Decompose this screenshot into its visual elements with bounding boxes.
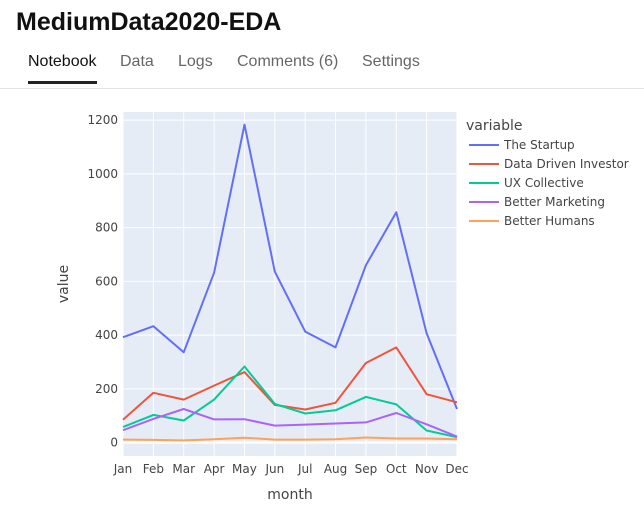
x-tick-label: Jul xyxy=(297,462,312,476)
y-tick-label: 400 xyxy=(95,328,118,342)
x-tick-label: Feb xyxy=(143,462,164,476)
legend-label: Data Driven Investor xyxy=(504,157,629,171)
y-tick-label: 1200 xyxy=(87,113,118,127)
tab-bar: Notebook Data Logs Comments (6) Settings xyxy=(0,50,644,89)
x-axis-title: month xyxy=(267,487,312,503)
series-line-better-marketing xyxy=(122,408,458,438)
tab-notebook[interactable]: Notebook xyxy=(28,53,97,84)
x-tick-label: Oct xyxy=(386,462,407,476)
x-tick-label: Jun xyxy=(264,462,284,476)
tab-data[interactable]: Data xyxy=(120,53,154,70)
legend-title: variable xyxy=(466,118,522,134)
x-tick-label: Nov xyxy=(415,462,438,476)
y-tick-label: 1000 xyxy=(87,167,118,181)
series-line-ux-collective xyxy=(122,365,458,439)
x-tick-label: Mar xyxy=(172,462,195,476)
x-tick-label: Dec xyxy=(445,462,468,476)
tab-settings[interactable]: Settings xyxy=(362,53,420,70)
legend-label: UX Collective xyxy=(504,176,584,190)
legend-label: The Startup xyxy=(503,138,575,152)
legend-label: Better Marketing xyxy=(504,195,605,209)
y-tick-label: 800 xyxy=(95,221,118,235)
x-tick-label: Jan xyxy=(113,462,133,476)
x-tick-label: Aug xyxy=(324,462,347,476)
series-line-data-driven-investor xyxy=(122,346,458,421)
series-line-the-startup xyxy=(122,123,458,410)
x-tick-label: Sep xyxy=(355,462,378,476)
series-line-better-humans xyxy=(122,436,458,442)
page-title: MediumData2020-EDA xyxy=(16,8,282,36)
y-tick-label: 0 xyxy=(110,436,118,450)
tab-logs[interactable]: Logs xyxy=(178,53,213,70)
x-tick-label: Apr xyxy=(204,462,225,476)
y-axis-title: value xyxy=(56,265,72,303)
line-chart: Jan Feb Mar Apr May Jun Jul Aug Sep Oct Nov Dec 0 200… xyxy=(56,112,629,503)
tab-comments[interactable]: Comments (6) xyxy=(237,53,339,70)
plot-area xyxy=(123,112,457,456)
legend-label: Better Humans xyxy=(504,214,595,228)
y-tick-label: 600 xyxy=(95,274,118,288)
y-tick-label: 200 xyxy=(95,382,118,396)
x-tick-label: May xyxy=(232,462,257,476)
